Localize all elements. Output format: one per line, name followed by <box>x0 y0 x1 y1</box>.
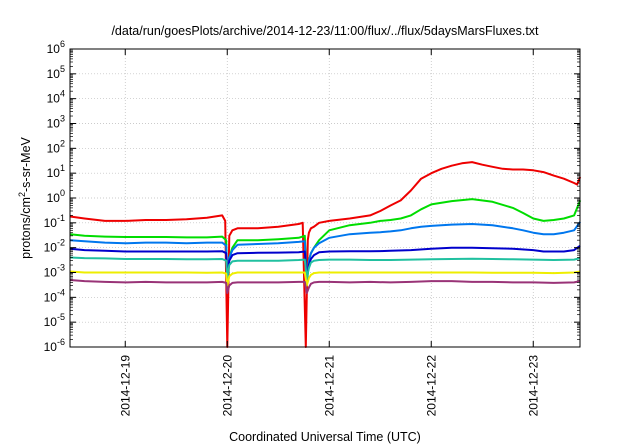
y-tick-label: 10-4 <box>44 287 65 304</box>
y-tick-label: 10-1 <box>44 213 65 230</box>
tick-layer: 10-6 10-5 10-4 10-3 10-2 10-1 100 101 102 103 104 1… <box>44 39 580 416</box>
y-axis-label-rest: -s-sr-MeV <box>19 136 33 192</box>
series-line-7 <box>70 279 581 294</box>
x-tick-label: 2014-12-23 <box>526 355 540 417</box>
x-tick-label: 2014-12-22 <box>424 355 438 417</box>
y-axis-label: protons/cm2-s-sr-MeV <box>17 136 33 258</box>
series-line-3 <box>70 221 582 284</box>
y-tick-label: 102 <box>47 138 65 155</box>
y-axis-label-sup: 2 <box>17 192 27 197</box>
series-line-6 <box>70 270 581 287</box>
y-tick-label: 105 <box>47 64 65 81</box>
x-tick-label: 2014-12-20 <box>220 355 234 417</box>
y-axis-label-main: protons/cm <box>19 197 33 259</box>
x-tick-label: 2014-12-19 <box>118 355 132 417</box>
y-tick-label: 10-6 <box>44 337 65 354</box>
x-tick-label: 2014-12-21 <box>322 355 336 417</box>
series-line-4 <box>70 244 581 279</box>
y-tick-label: 100 <box>47 188 65 205</box>
y-tick-label: 103 <box>47 114 65 131</box>
series-line-5 <box>70 256 581 279</box>
chart-title: /data/run/goesPlots/archive/2014-12-23/1… <box>111 24 539 38</box>
grid-layer <box>70 49 580 347</box>
y-tick-label: 101 <box>47 163 65 180</box>
y-tick-label: 10-3 <box>44 263 65 280</box>
series-line-1 <box>70 161 582 348</box>
x-axis-label: Coordinated Universal Time (UTC) <box>229 430 421 444</box>
series-layer <box>70 161 582 348</box>
y-tick-label: 106 <box>47 39 65 56</box>
y-tick-label: 104 <box>47 89 65 106</box>
y-tick-label: 10-5 <box>44 312 65 329</box>
y-tick-label: 10-2 <box>44 238 65 255</box>
